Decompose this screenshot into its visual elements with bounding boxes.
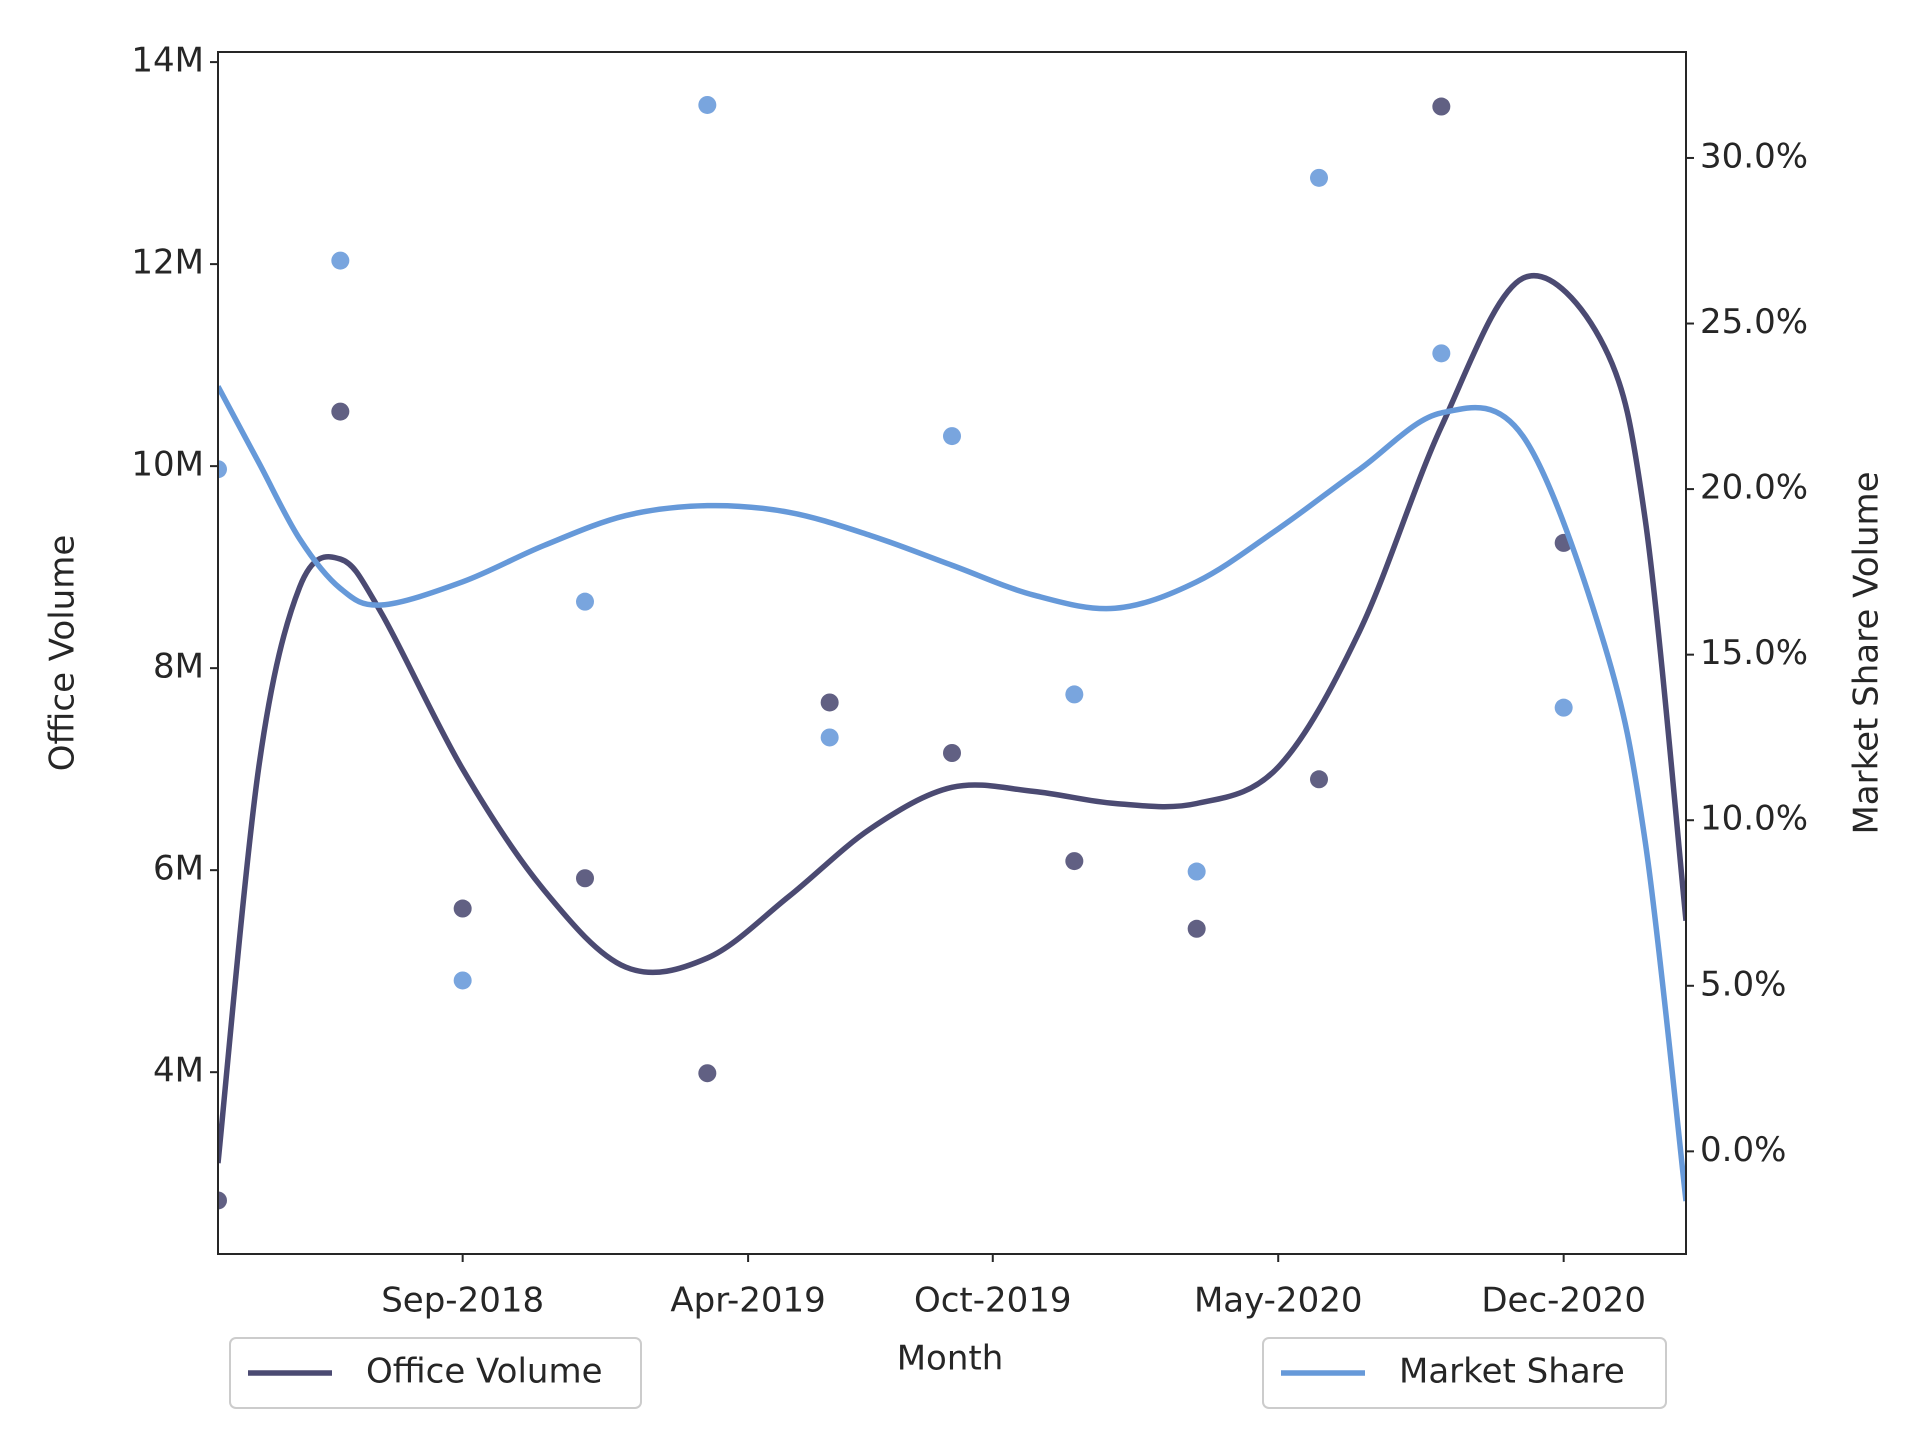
- point: [1065, 685, 1084, 704]
- legend-label: Office Volume: [366, 1352, 603, 1392]
- point: [698, 1064, 717, 1083]
- x-tick-label: Sep-2018: [381, 1281, 544, 1321]
- point: [576, 869, 594, 888]
- point: [331, 251, 350, 270]
- x-axis-label: Month: [897, 1339, 1004, 1379]
- y2-tick-label: 25.0%: [1700, 302, 1808, 342]
- legend-box: [1262, 1337, 1667, 1409]
- point: [1432, 344, 1451, 363]
- point: [1310, 168, 1328, 187]
- x-tick-label: May-2020: [1194, 1281, 1363, 1321]
- y-tick-label: 10M: [131, 445, 204, 485]
- legend: Office Volume: [229, 1337, 642, 1409]
- y2-tick-label: 10.0%: [1700, 799, 1808, 839]
- point: [943, 427, 961, 446]
- legend-box: [229, 1337, 642, 1409]
- point: [453, 971, 472, 990]
- y-tick-label: 6M: [153, 849, 204, 889]
- point: [1187, 919, 1206, 938]
- y2-tick-label: 0.0%: [1700, 1130, 1786, 1170]
- x-tick-label: Oct-2019: [914, 1281, 1072, 1321]
- y-tick-label: 14M: [131, 41, 204, 81]
- y2-tick-label: 30.0%: [1700, 136, 1808, 176]
- legend: Market Share: [1262, 1337, 1667, 1409]
- point: [1432, 97, 1451, 116]
- point: [1065, 852, 1084, 871]
- y-tick-label: 12M: [131, 243, 204, 283]
- plot-frame: [217, 51, 1687, 1255]
- trend-line: [218, 385, 1686, 1202]
- legend-label: Market Share: [1399, 1352, 1625, 1392]
- point: [331, 402, 350, 421]
- point: [820, 728, 839, 747]
- y2-axis-label: Market Share Volume: [1847, 471, 1887, 834]
- trend-line: [218, 273, 1686, 1164]
- point: [1554, 698, 1573, 717]
- point: [576, 592, 594, 611]
- point: [698, 95, 717, 114]
- point: [218, 460, 227, 479]
- point: [1187, 862, 1206, 881]
- y-tick-label: 8M: [153, 647, 204, 687]
- y2-tick-label: 5.0%: [1700, 964, 1786, 1004]
- point: [453, 899, 472, 918]
- point: [943, 743, 961, 762]
- x-tick-label: Apr-2019: [670, 1281, 825, 1321]
- point: [218, 1191, 227, 1210]
- point: [820, 693, 839, 712]
- y-tick-label: 4M: [153, 1051, 204, 1091]
- plot-area: [218, 95, 1686, 1210]
- x-tick-label: Dec-2020: [1481, 1281, 1646, 1321]
- y2-tick-label: 15.0%: [1700, 633, 1808, 673]
- y2-tick-label: 20.0%: [1700, 468, 1808, 508]
- point: [1310, 770, 1328, 789]
- y-axis-label: Office Volume: [43, 535, 83, 772]
